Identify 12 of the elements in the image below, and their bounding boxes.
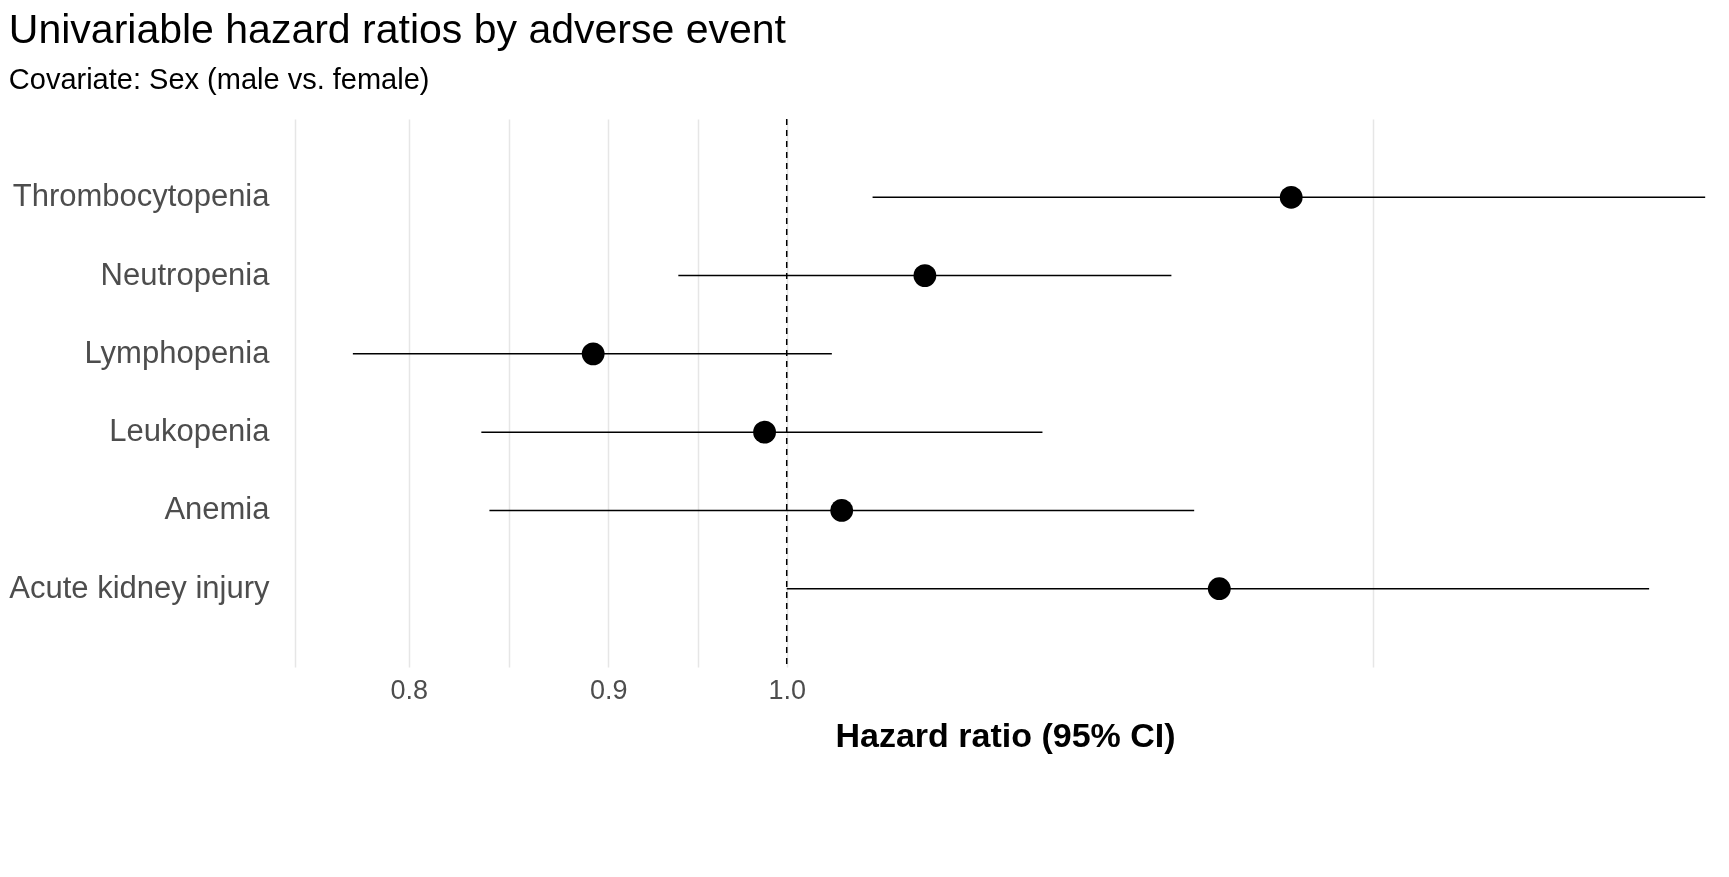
y-tick-label: Thrombocytopenia — [12, 178, 271, 214]
y-tick-label: Anemia — [164, 491, 271, 527]
y-tick-label: Leukopenia — [109, 413, 271, 449]
x-axis-title: Hazard ratio (95% CI) — [835, 715, 1176, 754]
chart-subtitle: Covariate: Sex (male vs. female) — [8, 63, 430, 96]
y-tick-label: Lymphopenia — [84, 334, 271, 370]
x-tick-label: 1.0 — [768, 674, 806, 705]
x-tick-label: 0.8 — [390, 674, 429, 705]
y-tick-label: Acute kidney injury — [9, 569, 270, 605]
x-tick-label: 0.9 — [590, 674, 628, 705]
y-tick-label: Neutropenia — [100, 256, 271, 292]
chart-title: Univariable hazard ratios by adverse event — [8, 6, 787, 53]
